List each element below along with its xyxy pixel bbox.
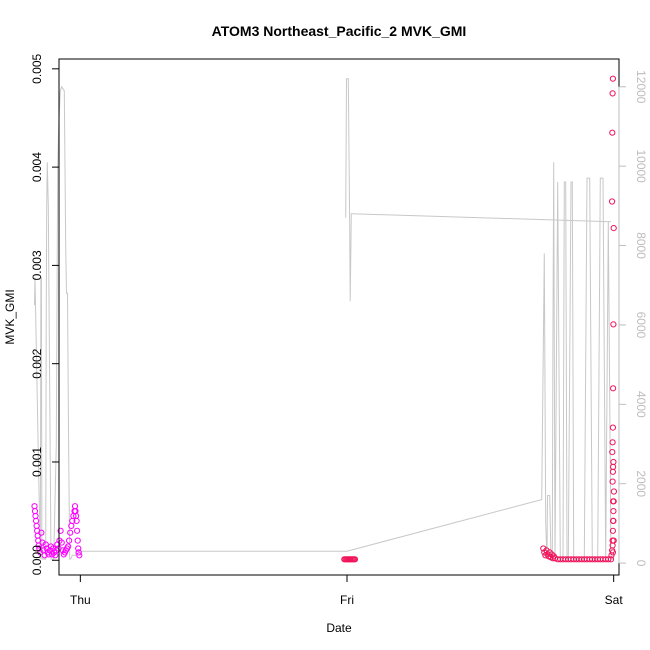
points-layer xyxy=(31,75,618,563)
data-point xyxy=(74,527,81,534)
data-point xyxy=(610,458,617,466)
data-point xyxy=(609,90,616,97)
data-point xyxy=(609,439,616,446)
data-point xyxy=(75,549,82,556)
y2-tick-label: 4000 xyxy=(634,391,648,418)
data-point xyxy=(540,545,547,552)
data-point xyxy=(609,424,617,431)
data-point xyxy=(610,321,617,328)
series-line-3 xyxy=(34,85,614,560)
data-point xyxy=(33,522,40,530)
y-tick-label: 0.000 xyxy=(30,545,44,575)
data-point xyxy=(609,75,617,82)
x-tick-label: Sat xyxy=(605,593,624,607)
data-point xyxy=(609,478,616,485)
x-axis: Thu Fri Sat xyxy=(70,574,624,607)
y-axis-label: MVK_GMI xyxy=(3,289,17,344)
data-point xyxy=(605,556,612,563)
data-point xyxy=(75,545,82,552)
y2-tick-label: 12000 xyxy=(634,70,648,104)
chart-title: ATOM3 Northeast_Pacific_2 MVK_GMI xyxy=(212,23,467,39)
x-axis-label: Date xyxy=(326,621,352,635)
y2-tick-label: 0 xyxy=(634,560,648,567)
y-tick-label: 0.004 xyxy=(30,152,44,182)
data-point xyxy=(37,549,44,556)
data-point xyxy=(607,556,615,563)
x-tick-label: Fri xyxy=(340,593,354,607)
data-point xyxy=(609,129,616,136)
data-point xyxy=(39,539,46,546)
data-point xyxy=(610,498,617,505)
data-point xyxy=(66,537,73,544)
y2-tick-label: 8000 xyxy=(634,232,648,259)
data-point xyxy=(76,552,83,559)
data-point xyxy=(610,225,617,232)
data-point xyxy=(610,517,617,525)
y-tick-label: 0.003 xyxy=(30,250,44,280)
data-point xyxy=(42,541,49,548)
data-point xyxy=(35,542,42,549)
y-axis-left: 0.000 0.001 0.002 0.003 0.004 0.005 xyxy=(30,53,59,575)
y2-tick-label: 10000 xyxy=(634,149,648,183)
data-point xyxy=(609,542,616,549)
data-point xyxy=(609,449,616,456)
y2-tick-label: 6000 xyxy=(634,312,648,339)
y-tick-label: 0.005 xyxy=(30,53,44,83)
data-point xyxy=(65,543,72,550)
y2-tick-label: 2000 xyxy=(634,470,648,497)
plot-box xyxy=(58,58,620,576)
data-point xyxy=(609,549,617,556)
data-point xyxy=(45,551,53,558)
y-axis-right: 0 2000 4000 6000 8000 10000 12000 xyxy=(618,70,648,567)
data-point xyxy=(38,529,45,536)
data-point xyxy=(57,527,64,534)
data-point xyxy=(351,556,359,563)
data-point xyxy=(609,527,617,534)
y-tick-label: 0.002 xyxy=(30,348,44,378)
data-point xyxy=(543,547,550,554)
secondary-line-layer xyxy=(34,78,614,560)
data-point xyxy=(610,488,618,495)
data-point xyxy=(71,503,79,510)
data-point xyxy=(67,529,74,536)
data-point xyxy=(610,508,617,515)
series-line-4 xyxy=(345,78,612,302)
data-point xyxy=(73,517,80,525)
data-point xyxy=(609,198,616,205)
data-point xyxy=(31,508,39,515)
x-tick-label: Thu xyxy=(70,593,91,607)
data-point xyxy=(31,503,38,510)
data-point xyxy=(610,385,617,392)
data-point xyxy=(33,517,40,525)
data-point xyxy=(32,512,39,520)
y-tick-label: 0.001 xyxy=(30,447,44,477)
data-point xyxy=(74,537,81,544)
